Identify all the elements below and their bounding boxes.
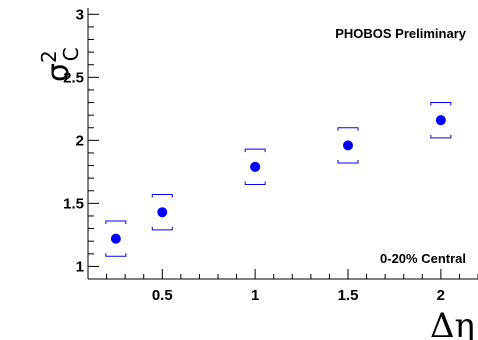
- x-axis-ticks: 0.5 1 1.5 2: [106, 269, 478, 304]
- systematic-error-bracket: [105, 220, 127, 257]
- systematic-error-bracket: [151, 194, 173, 231]
- data-point: [343, 140, 353, 151]
- annotation-preliminary: PHOBOS Preliminary: [335, 26, 467, 41]
- y-tick-label: 1: [76, 258, 84, 275]
- systematic-error-bracket: [430, 102, 452, 139]
- y-tick-label: 2.5: [63, 69, 84, 86]
- x-axis-label: Δη: [430, 306, 475, 340]
- x-tick-label: 1.5: [338, 287, 359, 304]
- y-axis-label-subscript: C: [59, 47, 83, 61]
- systematic-error-bracket: [244, 148, 266, 185]
- annotation-centrality: 0-20% Central: [380, 251, 466, 266]
- data-point: [110, 233, 121, 244]
- data-points: [105, 102, 452, 257]
- y-tick-label: 3: [76, 6, 84, 23]
- plot-frame: [87, 8, 478, 280]
- x-tick-label: 0.5: [152, 287, 173, 304]
- data-point: [250, 161, 261, 172]
- y-axis-label-superscript: 2: [37, 50, 61, 63]
- y-axis-ticks: 1 1.5 2 2.5 3: [63, 6, 99, 275]
- x-tick-label: 1: [251, 287, 259, 304]
- y-axis-label-symbol: σ: [41, 63, 76, 82]
- y-tick-label: 1.5: [63, 195, 84, 212]
- data-point: [157, 207, 168, 218]
- y-tick-label: 2: [76, 132, 84, 149]
- systematic-error-bracket: [337, 127, 359, 164]
- x-tick-label: 2: [437, 287, 445, 304]
- y-axis-label: σ2C: [37, 47, 83, 82]
- svg-text:σ2C: σ2C: [37, 47, 83, 82]
- data-point: [435, 115, 446, 126]
